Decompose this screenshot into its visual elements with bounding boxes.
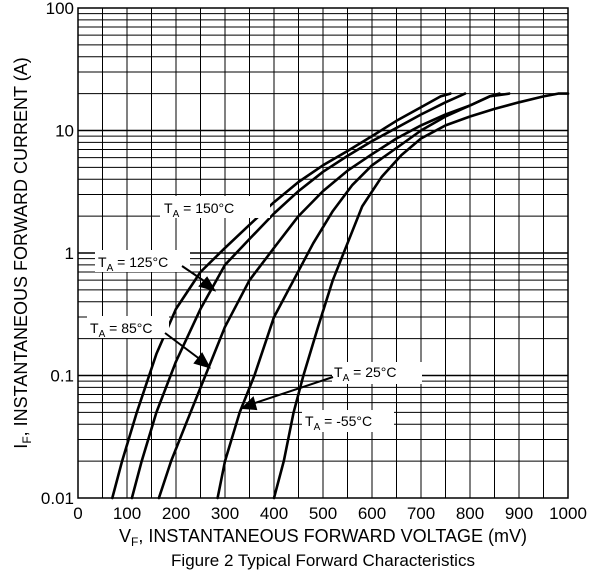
- x-tick-label: 400: [260, 504, 288, 523]
- y-tick-label: 0.01: [41, 489, 74, 508]
- y-tick-label: 1: [65, 244, 74, 263]
- y-tick-label: 10: [55, 122, 74, 141]
- x-axis-title: VF, INSTANTANEOUS FORWARD VOLTAGE (mV): [119, 526, 527, 549]
- label-bg-25: [332, 362, 422, 384]
- series-line-1: [130, 92, 467, 500]
- y-tick-label: 0.1: [50, 367, 74, 386]
- x-tick-label: 600: [358, 504, 386, 523]
- arrowhead-125: [198, 276, 217, 292]
- label-bg-125: [95, 250, 190, 272]
- arrow-25: [251, 376, 334, 405]
- series-line-0: [111, 92, 452, 500]
- x-tick-label: 300: [211, 504, 239, 523]
- arrowhead-25: [240, 396, 258, 411]
- grid: [78, 8, 568, 498]
- y-axis-title: IF, INSTANTANEOUS FORWARD CURRENT (A): [11, 57, 34, 448]
- x-tick-label: 900: [505, 504, 533, 523]
- x-tick-label: 100: [113, 504, 141, 523]
- label-bg-neg55: [302, 410, 394, 432]
- series-line-3: [216, 92, 501, 500]
- x-tick-label: 500: [309, 504, 337, 523]
- series-label-25: TA = 25°C: [334, 364, 396, 384]
- series-line-2: [157, 92, 511, 500]
- x-tick-label: 1000: [549, 504, 587, 523]
- series-label-125: TA = 125°C: [98, 254, 168, 274]
- x-tick-label: 800: [456, 504, 484, 523]
- arrowhead-85: [193, 352, 212, 369]
- curves: [111, 92, 570, 500]
- label-bg-150: [160, 196, 270, 218]
- figure-caption: Figure 2 Typical Forward Characteristics: [171, 551, 475, 570]
- series-line-4: [272, 92, 570, 500]
- x-tick-label: 200: [162, 504, 190, 523]
- series-label-85: TA = 85°C: [90, 320, 152, 340]
- plot-frame: [77, 7, 569, 499]
- series-label-150: TA = 150°C: [164, 200, 234, 220]
- x-tick-labels: 0 100 200 300 400 500 600 700 800 900 1000: [73, 504, 587, 523]
- label-bg-85: [87, 316, 169, 338]
- leader-arrows: [164, 265, 334, 411]
- series-label-neg55: TA = -55°C: [305, 413, 372, 433]
- y-tick-labels: 0.01 0.1 1 10 100: [41, 0, 74, 508]
- x-tick-label: 0: [73, 504, 82, 523]
- x-tick-label: 700: [407, 504, 435, 523]
- arrow-125: [181, 265, 208, 284]
- arrow-85: [164, 332, 202, 361]
- y-tick-label: 100: [46, 0, 74, 18]
